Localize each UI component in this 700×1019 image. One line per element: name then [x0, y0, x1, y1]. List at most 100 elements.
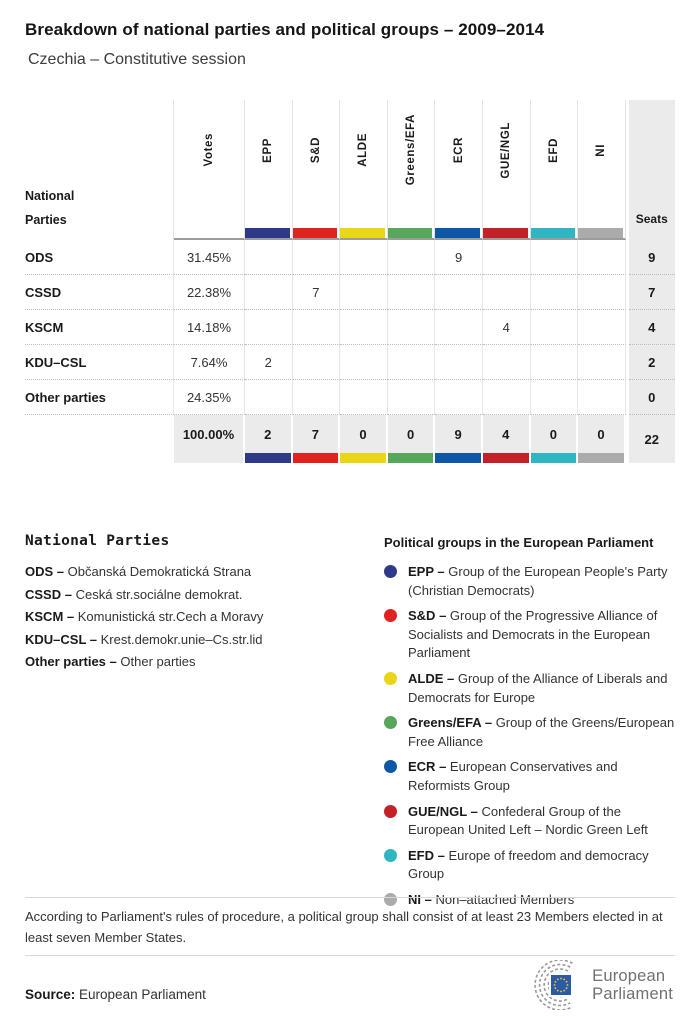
group-seat-cell — [292, 345, 341, 380]
group-seat-cell — [245, 275, 293, 310]
total-group-cell: 0 — [530, 415, 579, 463]
column-header-group-5: GUE/NGL — [482, 100, 531, 240]
parties-table: National Parties Votes EPP S&D ALDE Greens/EFA… — [25, 100, 676, 463]
logo-line1: European — [592, 967, 666, 985]
group-color-bar — [245, 453, 291, 463]
group-label: Greens/EFA — [405, 114, 418, 186]
national-party-legend-item: KDU–CSL – Krest.demokr.unie–Cs.str.lid — [25, 629, 355, 652]
group-label: EFD — [547, 137, 560, 163]
column-header-group-6: EFD — [530, 100, 579, 240]
group-abbr: NI — [408, 891, 421, 907]
legend-national-parties-list: ODS – Občanská Demokratická Strana CSSD –… — [25, 561, 355, 674]
political-group-legend-item: ECR – European Conservatives and Reformi… — [384, 758, 677, 795]
seats-cell: 9 — [628, 240, 675, 275]
total-group-cell: 0 — [578, 415, 626, 463]
party-full-name: Ceská str.sociálne demokrat. — [75, 586, 243, 602]
column-header-national-parties: National Parties — [25, 100, 174, 240]
column-header-group-3: Greens/EFA — [387, 100, 436, 240]
group-seat-cell — [578, 275, 626, 310]
group-seat-cell — [482, 275, 531, 310]
group-full-name: Europe of freedom and democracy Group — [408, 847, 649, 882]
group-seat-cell — [292, 240, 341, 275]
group-seat-cell: 9 — [435, 240, 483, 275]
dash-separator: – — [421, 891, 436, 907]
seats-cell: 4 — [628, 310, 675, 345]
total-seats-cell: 22 — [628, 415, 675, 463]
dash-separator: – — [86, 631, 101, 647]
legend-political-groups-list: EPP – Group of the European People's Par… — [384, 563, 677, 910]
total-group-value: 4 — [502, 426, 510, 442]
group-color-bar — [435, 228, 480, 238]
seats-label: Seats — [635, 212, 668, 226]
row-header-line1: National — [25, 189, 75, 203]
party-name-cell: KDU–CSL — [25, 345, 174, 380]
group-label: ECR — [452, 136, 465, 164]
dash-separator: – — [435, 759, 450, 775]
group-color-bar — [340, 228, 385, 238]
logo-line2: Parliament — [592, 985, 673, 1003]
group-abbr: S&D — [408, 608, 436, 624]
group-full-name: Group of the European People's Party (Ch… — [408, 564, 668, 598]
group-seat-cell — [340, 380, 388, 415]
group-seat-cell — [387, 275, 436, 310]
party-name-cell: CSSD — [25, 275, 174, 310]
group-seat-cell: 2 — [245, 345, 293, 380]
total-group-cell: 0 — [387, 415, 436, 463]
group-seat-cell — [530, 345, 579, 380]
total-group-cell: 4 — [482, 415, 531, 463]
group-seat-cell — [530, 240, 579, 275]
group-color-bar — [340, 453, 386, 463]
total-spacer-cell — [25, 415, 174, 463]
group-abbr: Greens/EFA — [408, 715, 482, 731]
group-seat-cell — [435, 345, 483, 380]
group-label: S&D — [309, 136, 322, 164]
seats-cell: 7 — [628, 275, 675, 310]
group-color-dot — [384, 892, 397, 906]
dash-separator: – — [61, 586, 76, 602]
group-seat-cell — [245, 240, 293, 275]
total-group-value: 0 — [549, 426, 557, 442]
legend-national-parties-heading: National Parties — [25, 533, 170, 549]
total-group-value: 2 — [264, 426, 272, 442]
group-abbr: EFD — [408, 847, 434, 863]
group-seat-cell — [482, 380, 531, 415]
votes-cell: 24.35% — [174, 380, 245, 415]
party-full-name: Komunistická str.Cech a Moravy — [77, 609, 264, 625]
group-seat-cell — [435, 275, 483, 310]
group-seat-cell — [340, 240, 388, 275]
party-abbr: KSCM — [25, 609, 64, 625]
seats-cell: 2 — [628, 345, 675, 380]
group-color-dot — [384, 848, 397, 862]
logo-wordmark: European Parliament — [592, 967, 673, 1003]
group-color-bar — [482, 228, 528, 238]
group-full-name: Confederal Group of the European United … — [408, 803, 648, 838]
group-seat-cell — [292, 310, 341, 345]
group-full-name: European Conservatives and Reformists Gr… — [408, 759, 618, 793]
dash-separator: – — [467, 803, 482, 819]
total-group-cell: 2 — [245, 415, 293, 463]
group-abbr: ECR — [408, 759, 436, 775]
total-group-value: 7 — [311, 426, 319, 442]
european-parliament-logo: European Parliament — [520, 960, 673, 1010]
group-seat-cell — [387, 310, 436, 345]
group-seat-cell — [245, 310, 293, 345]
column-header-group-2: ALDE — [340, 100, 388, 240]
procedure-note: According to Parliament's rules of proce… — [25, 909, 663, 945]
page-title: Breakdown of national parties and politi… — [25, 20, 545, 39]
votes-cell: 14.18% — [174, 310, 245, 345]
group-seat-cell — [245, 380, 293, 415]
group-color-dot — [384, 716, 397, 730]
group-seat-cell: 7 — [292, 275, 341, 310]
group-full-name: Group of the Progressive Alliance of Soc… — [408, 608, 658, 661]
group-color-dot — [384, 804, 397, 818]
group-label: GUE/NGL — [500, 121, 513, 179]
political-group-legend-item: S&D – Group of the Progressive Alliance … — [384, 607, 677, 663]
column-header-group-4: ECR — [435, 100, 483, 240]
party-full-name: Občanská Demokratická Strana — [67, 564, 252, 579]
group-color-dot — [384, 565, 397, 578]
group-color-bar — [245, 228, 290, 238]
political-group-legend-item: Greens/EFA – Group of the Greens/Europea… — [384, 714, 677, 751]
group-abbr: EPP — [408, 564, 434, 579]
group-full-name: Group of the Greens/European Free Allian… — [408, 715, 675, 749]
party-full-name: Krest.demokr.unie–Cs.str.lid — [100, 631, 263, 647]
